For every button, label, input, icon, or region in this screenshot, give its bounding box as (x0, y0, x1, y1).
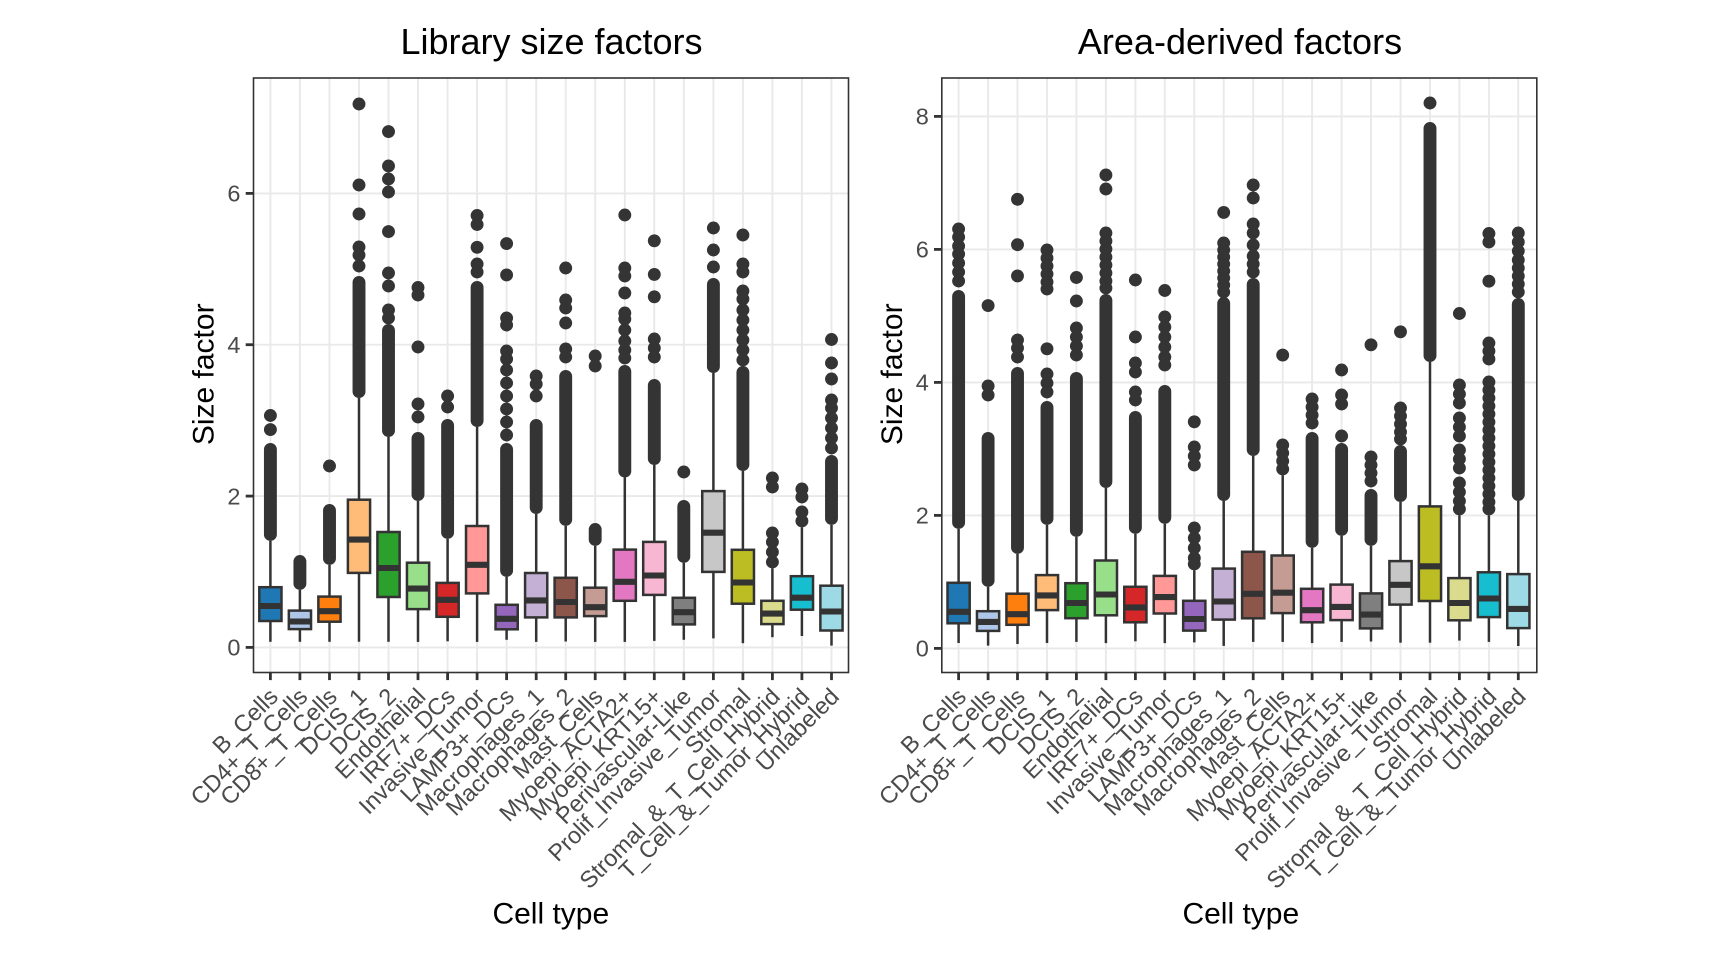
svg-text:8: 8 (916, 104, 929, 130)
svg-text:0: 0 (916, 636, 929, 662)
svg-text:0: 0 (227, 635, 240, 661)
svg-text:Library size factors: Library size factors (400, 21, 702, 62)
svg-text:6: 6 (916, 237, 929, 263)
svg-text:Cell type: Cell type (1182, 898, 1299, 931)
svg-text:Size factor: Size factor (876, 303, 909, 445)
svg-text:4: 4 (227, 332, 240, 358)
svg-text:6: 6 (227, 181, 240, 207)
svg-text:4: 4 (916, 370, 929, 396)
svg-text:Area-derived factors: Area-derived factors (1078, 21, 1402, 62)
svg-text:Cell type: Cell type (492, 898, 609, 931)
svg-text:2: 2 (227, 483, 240, 509)
svg-text:Size factor: Size factor (188, 303, 221, 445)
svg-text:2: 2 (916, 503, 929, 529)
